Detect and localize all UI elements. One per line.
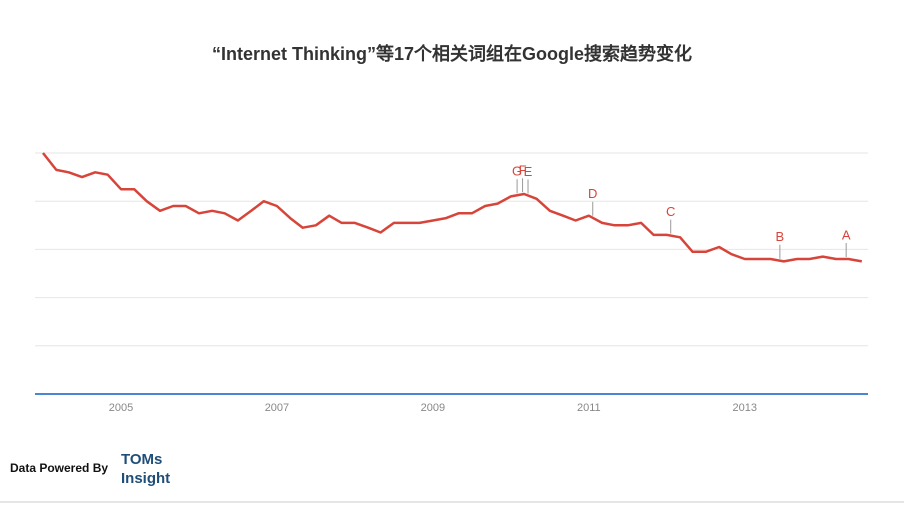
annotation-label: A bbox=[842, 227, 851, 242]
trend-line bbox=[42, 152, 863, 263]
plot-area: 2005 2007 2009 2011 2013 GFE D C B A bbox=[35, 152, 868, 414]
annotation-label: D bbox=[588, 186, 597, 201]
brand: TOMs bbox=[121, 451, 162, 468]
x-tick-label: 2011 bbox=[577, 402, 601, 414]
x-tick-label: 2005 bbox=[109, 402, 133, 414]
annotation-label: C bbox=[666, 204, 675, 219]
chart-title: “Internet Thinking”等17个相关词组在Google搜索趋势变化 bbox=[212, 43, 692, 64]
annotation-label: E bbox=[524, 164, 533, 179]
x-tick-label: 2009 bbox=[421, 402, 445, 414]
annotation-label: F bbox=[519, 163, 527, 178]
annotation-label: B bbox=[776, 229, 785, 244]
powered-by: Data Powered By bbox=[10, 461, 108, 475]
brand: Insight bbox=[121, 470, 170, 487]
x-tick-label: 2013 bbox=[733, 402, 757, 414]
x-tick-label: 2007 bbox=[265, 402, 289, 414]
annotation-label: G bbox=[512, 164, 522, 179]
